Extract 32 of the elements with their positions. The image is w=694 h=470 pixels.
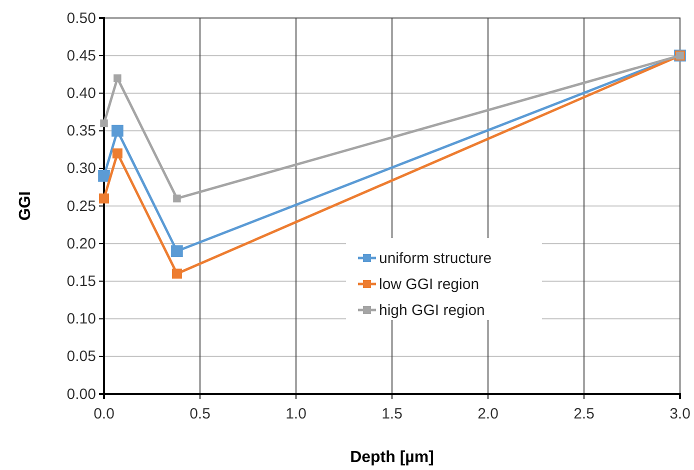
y-tick-label: 0.25	[66, 198, 96, 215]
y-tick-label: 0.45	[66, 47, 96, 64]
x-tick-label: 0.0	[94, 406, 114, 422]
y-tick-label: 0.30	[66, 160, 96, 178]
y-tick-label: 0.20	[66, 235, 96, 252]
point	[114, 74, 122, 82]
legend-label: high GGI region	[379, 302, 485, 319]
point	[172, 268, 182, 279]
y-tick-label: 0.10	[66, 310, 96, 328]
point	[100, 119, 108, 128]
x-tick-label: 2.0	[478, 406, 498, 422]
legend-label: uniform structure	[379, 250, 492, 267]
y-tick-label: 0.40	[66, 85, 96, 102]
point	[173, 194, 181, 202]
x-axis-title: Depth [µm]	[350, 449, 434, 466]
point	[112, 148, 122, 158]
x-tick-label: 1.5	[382, 406, 402, 422]
x-tick-label: 3.0	[670, 406, 690, 422]
x-tick-label: 2.5	[574, 406, 594, 422]
point	[171, 245, 183, 258]
point	[99, 193, 109, 204]
y-tick-label: 0.05	[66, 348, 96, 366]
y-tick-label: 0.35	[66, 122, 96, 140]
y-tick-label: 0.15	[66, 273, 96, 290]
x-tick-label: 0.5	[190, 406, 210, 422]
legend-label: low GGI region	[379, 276, 480, 293]
point	[112, 124, 124, 137]
y-axis-title: GGI	[17, 191, 34, 221]
y-tick-label: 0.00	[66, 386, 96, 403]
y-tick-label: 0.50	[66, 10, 96, 27]
x-tick-label: 1.0	[286, 406, 306, 422]
point	[98, 170, 110, 182]
